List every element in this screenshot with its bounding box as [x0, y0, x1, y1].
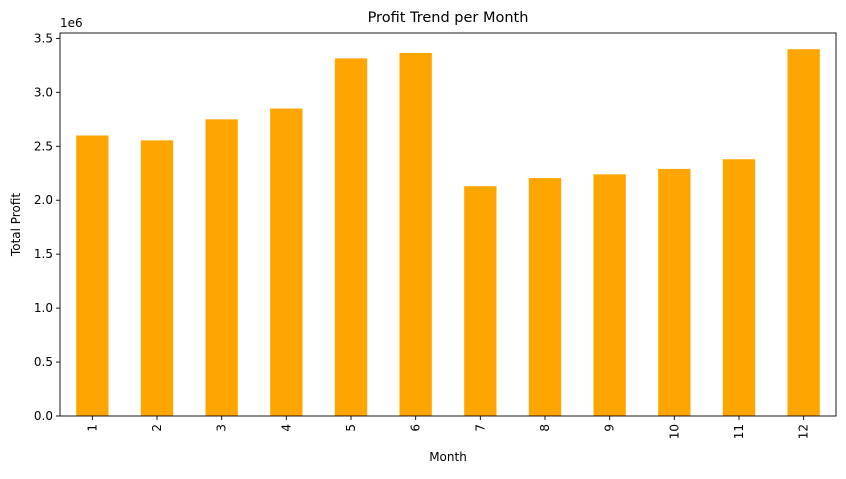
bar-month-5: [334, 58, 368, 417]
x-tick-label: 11: [732, 424, 746, 439]
x-tick-label: 2: [150, 424, 164, 432]
y-tick-label: 2.5: [34, 139, 53, 153]
bar-month-9: [593, 174, 626, 416]
x-tick-label: 10: [667, 424, 681, 439]
bar-month-4: [270, 108, 303, 417]
x-tick-label: 5: [344, 424, 358, 432]
x-tick-label: 12: [797, 424, 811, 439]
axes-group: 1 2 3 4 5 6 7 8 9 10 11 120.00.51.01.52.02.53.03.5: [34, 31, 837, 439]
bars-group: [76, 49, 820, 417]
x-axis-label: Month: [429, 450, 467, 464]
plot-frame: [59, 32, 837, 417]
x-tick-label: 6: [409, 424, 423, 432]
bar-month-8: [528, 178, 562, 416]
y-tick-label: 3.5: [34, 31, 53, 45]
x-tick-label: 3: [215, 424, 229, 432]
bar-month-1: [76, 135, 109, 416]
y-axis-offset-label: 1e6: [60, 16, 83, 30]
bar-month-11: [722, 159, 756, 417]
y-tick-label: 2.0: [34, 193, 53, 207]
bar-month-3: [205, 119, 238, 416]
x-tick-label: 9: [603, 424, 617, 432]
bar-month-2: [140, 140, 174, 416]
y-tick-label: 0.5: [34, 355, 53, 369]
y-tick-label: 1.0: [34, 301, 53, 315]
y-tick-label: 3.0: [34, 85, 53, 99]
bar-month-6: [399, 52, 432, 416]
bar-month-12: [787, 49, 820, 416]
chart-title: Profit Trend per Month: [368, 10, 529, 26]
y-axis-label: Total Profit: [9, 193, 23, 257]
x-tick-label: 8: [538, 424, 552, 432]
bar-month-7: [464, 186, 497, 416]
bar-month-10: [658, 168, 691, 416]
x-tick-label: 7: [473, 424, 487, 432]
x-tick-label: 4: [279, 424, 293, 432]
y-tick-label: 0.0: [34, 409, 53, 423]
y-tick-label: 1.5: [34, 247, 53, 261]
x-tick-label: 1: [85, 424, 99, 432]
